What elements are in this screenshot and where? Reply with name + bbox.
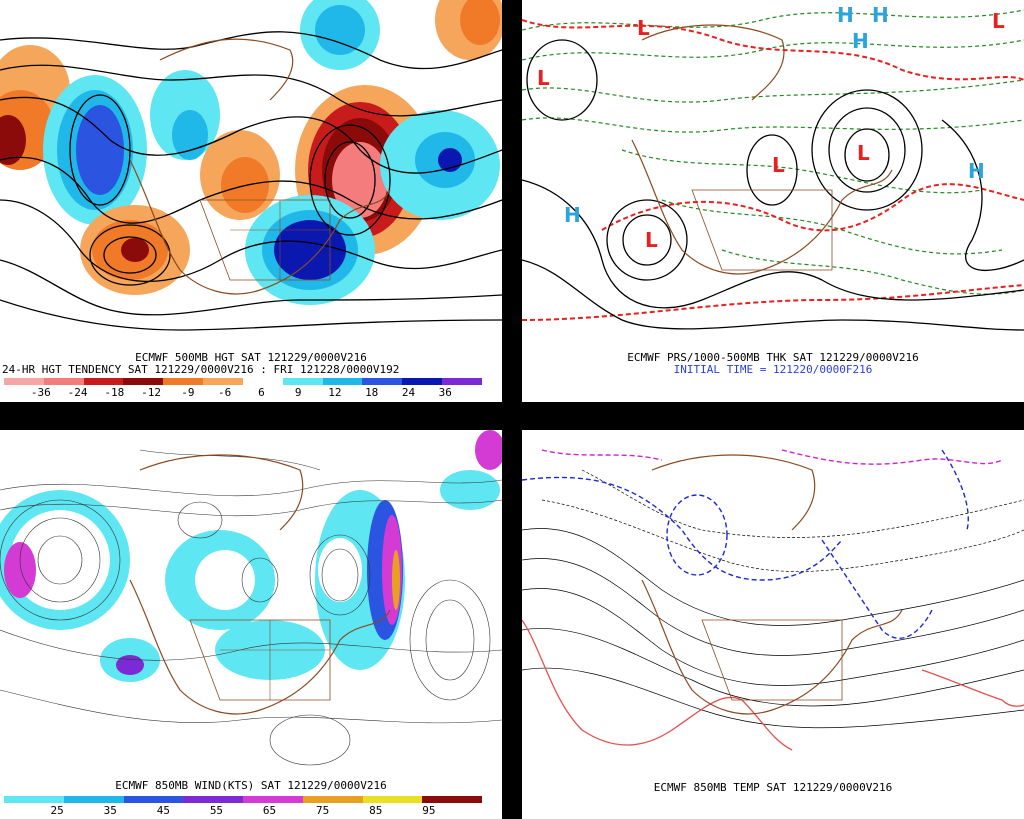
cold-contours	[522, 449, 969, 639]
tendency-label-8: 12	[328, 386, 342, 399]
pressure-map	[522, 9, 1024, 331]
wind-colorbar	[4, 796, 482, 803]
high-pressure-marker: H	[852, 29, 869, 53]
caption-line1: ECMWF 850MB WIND(KTS) SAT 121229/0000V21…	[115, 779, 387, 792]
high-pressure-marker: H	[872, 3, 889, 27]
wind-label-1: 35	[103, 804, 117, 817]
tendency-swatch-11	[442, 378, 482, 385]
low-pressure-marker: L	[637, 16, 650, 40]
wind-label-6: 85	[369, 804, 383, 817]
wind-swatch-4	[243, 796, 303, 803]
tendency-label-9: 18	[365, 386, 379, 399]
tendency-swatch-9	[362, 378, 403, 385]
tendency-label-11: 36	[438, 386, 452, 399]
wind-swatch-3	[183, 796, 243, 803]
wind-label-5: 75	[316, 804, 330, 817]
tendency-colorbar	[4, 378, 482, 385]
initial-time-caption: INITIAL TIME = 121220/0000F216	[673, 363, 873, 376]
wind-label-0: 25	[50, 804, 64, 817]
tendency-swatch-1	[43, 378, 84, 385]
caption-line2: 24-HR HGT TENDENCY SAT 121229/0000V216 :…	[2, 363, 400, 376]
coastlines	[631, 24, 893, 275]
low-pressure-marker: L	[537, 66, 550, 90]
low-pressure-marker: L	[992, 9, 1005, 33]
tendency-swatch-5	[203, 378, 243, 385]
tendency-label-5: -6	[217, 386, 232, 399]
tendency-swatch-7	[282, 378, 323, 385]
tendency-label-6: 6	[258, 386, 265, 399]
temp-map	[522, 449, 1024, 751]
coastlines	[129, 38, 391, 295]
caption-line1: ECMWF 500MB HGT SAT 121229/0000V216	[135, 351, 367, 364]
low-pressure-marker: L	[645, 228, 658, 252]
wind-label-3: 55	[209, 804, 224, 817]
very-cold-contours	[541, 449, 1003, 465]
tendency-label-7: 9	[294, 386, 302, 399]
tendency-swatch-3	[123, 378, 164, 385]
isobars	[522, 39, 1024, 331]
wind-swatch-5	[302, 796, 363, 803]
tendency-label-4: -9	[181, 386, 195, 399]
tendency-swatch-4	[163, 378, 204, 385]
tendency-swatch-2	[83, 378, 124, 385]
tendency-label-10: 24	[401, 386, 416, 399]
tendency-swatch-6	[242, 378, 283, 385]
tendency-label-2: -18	[104, 386, 125, 399]
low-pressure-marker: L	[772, 153, 785, 177]
coastlines	[129, 454, 391, 715]
wind-swatch-1	[63, 796, 124, 803]
wind-map	[0, 430, 502, 766]
wind-label-7: 95	[422, 804, 436, 817]
high-pressure-marker: H	[837, 3, 854, 27]
low-pressure-marker: L	[857, 141, 870, 165]
tendency-label-1: -24	[67, 386, 88, 399]
wind-label-2: 45	[156, 804, 170, 817]
tendency-shading	[0, 0, 502, 305]
high-pressure-marker: H	[564, 203, 581, 227]
thickness-cold-lines	[522, 9, 1024, 295]
high-pressure-marker: H	[968, 159, 985, 183]
wind-swatch-2	[123, 796, 184, 803]
wind-swatch-7	[422, 796, 482, 803]
temp-contours	[522, 469, 1024, 729]
height-contours	[0, 31, 502, 331]
tendency-swatch-0	[4, 378, 44, 385]
height-map	[0, 0, 502, 331]
panel-850mb-temp: ECMWF 850MB TEMP SAT 121229/0000V216	[522, 430, 1024, 819]
wind-swatch-0	[4, 796, 64, 803]
panel-850mb-wind: ECMWF 850MB WIND(KTS) SAT 121229/0000V21…	[0, 430, 502, 819]
wind-swatch-6	[362, 796, 423, 803]
wind-speed-shading	[0, 430, 502, 682]
warm-contours	[522, 619, 1024, 751]
panel-500mb-height: ECMWF 500MB HGT SAT 121229/0000V216 24-H…	[0, 0, 502, 402]
coastlines	[641, 454, 903, 715]
caption-line1: ECMWF PRS/1000-500MB THK SAT 121229/0000…	[627, 351, 919, 364]
tendency-swatch-10	[402, 378, 443, 385]
tendency-label-3: -12	[141, 386, 161, 399]
tendency-swatch-8	[322, 378, 363, 385]
caption-line1: ECMWF 850MB TEMP SAT 121229/0000V216	[653, 781, 893, 794]
wind-label-4: 65	[262, 804, 277, 817]
tendency-label-0: -36	[30, 386, 51, 399]
thickness-warm-lines	[522, 19, 1024, 321]
